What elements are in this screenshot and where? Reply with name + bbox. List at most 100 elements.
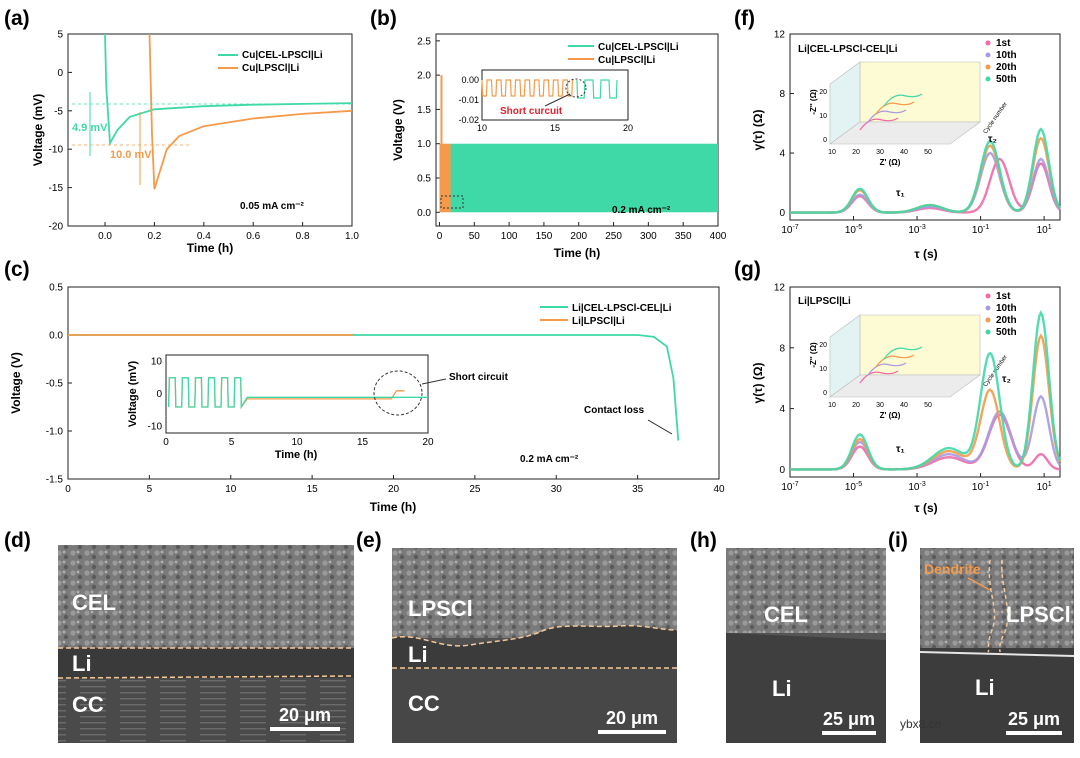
lpscl-layer-i bbox=[920, 548, 1074, 648]
panel-i: (i) Dendrite LPSCl Li 25 μm bbox=[888, 529, 1075, 743]
legend-label-orange-c: Li|LPSCl|Li bbox=[572, 316, 625, 327]
scale-bar-h bbox=[822, 731, 876, 735]
c-y-tick-label: 0.0 bbox=[49, 331, 63, 342]
legend-label-f-0: 1st bbox=[996, 38, 1011, 49]
legend-label-f-3: 50th bbox=[996, 74, 1017, 85]
series-band-b-0 bbox=[449, 143, 718, 213]
g-inset-arc-0 bbox=[859, 370, 899, 384]
a-y-tick-label: -15 bbox=[49, 183, 64, 194]
c-x-tick-label: 20 bbox=[388, 484, 400, 495]
g-inset-x-tick-label: 40 bbox=[900, 402, 908, 409]
plot-frame-b bbox=[435, 33, 719, 227]
f-x-tick-label: 10-7 bbox=[781, 224, 798, 236]
legend-marker-f-2 bbox=[985, 64, 991, 70]
short-arrow-c bbox=[421, 378, 447, 385]
g-inset-x-tick-label: 30 bbox=[876, 402, 884, 409]
c-inset-x-tick-label: 5 bbox=[229, 437, 235, 448]
c-inset-x-tick-label: 10 bbox=[291, 437, 303, 448]
drt-curve-f-3 bbox=[790, 127, 1062, 214]
b-x-tick-label: 200 bbox=[570, 231, 587, 242]
y-axis-label-f: γ(τ) (Ω) bbox=[751, 110, 765, 151]
a-y-tick-label: 5 bbox=[57, 30, 63, 41]
c-inset-y-tick-label: -10 bbox=[148, 422, 163, 433]
li-layer-e bbox=[392, 625, 677, 668]
legend-label-g-1: 10th bbox=[996, 303, 1017, 314]
a-x-tick-label: 0.8 bbox=[296, 231, 310, 242]
label-li-h: Li bbox=[772, 676, 792, 701]
f-x-tick-label: 10-5 bbox=[845, 224, 862, 236]
legend-marker-g-0 bbox=[985, 293, 991, 299]
label-li-i: Li bbox=[975, 675, 995, 700]
c-x-tick-label: 25 bbox=[469, 484, 481, 495]
tick-group-a: 0.0 0.2 0.4 0.6 0.8 1.0 5 0 -5 -10 -15 -20 bbox=[49, 30, 360, 243]
legend-marker-g-3 bbox=[985, 329, 991, 335]
scale-label-e: 20 μm bbox=[606, 708, 658, 728]
g-inset-y-label: -Z'' (Ω) bbox=[809, 342, 818, 368]
interface-bright-i bbox=[919, 651, 1075, 657]
short-arrow-b bbox=[544, 93, 571, 107]
a-y-tick-label: -20 bbox=[49, 222, 64, 233]
b-x-tick-label: 50 bbox=[469, 231, 481, 242]
x-axis-label-b: Time (h) bbox=[554, 246, 600, 260]
f-x-tick-label: 10-3 bbox=[908, 224, 925, 236]
g-inset-arc-2 bbox=[875, 354, 915, 368]
legend-marker-f-3 bbox=[985, 76, 991, 82]
b-inset-y-tick-label: -0.02 bbox=[458, 115, 479, 125]
g-y-tick-label: 8 bbox=[779, 343, 785, 354]
inset-frame-b bbox=[481, 69, 629, 121]
g-inset-arc-1 bbox=[867, 362, 907, 376]
x-axis-label-c: Time (h) bbox=[370, 500, 416, 514]
c-x-tick-label: 35 bbox=[632, 484, 644, 495]
g-x-tick-label: 10-5 bbox=[845, 481, 862, 493]
inset-line-green-b bbox=[576, 79, 618, 99]
f-inset-x-tick-label: 50 bbox=[924, 149, 932, 156]
x-axis-label-a: Time (h) bbox=[187, 241, 233, 255]
f-inset-x-tick-label: 20 bbox=[852, 149, 860, 156]
series-group-g bbox=[790, 310, 1062, 471]
current-density-b: 0.2 mA cm⁻² bbox=[612, 205, 671, 216]
legend-label-green-b: Cu|CEL-LPSCl|Li bbox=[598, 42, 679, 53]
label-lpscl-i: LPSCl bbox=[1006, 602, 1071, 627]
f-inset-z-label: Cycle number bbox=[983, 101, 1009, 135]
f-inset-arc-0 bbox=[859, 117, 899, 131]
scale-bar-i bbox=[1006, 731, 1062, 735]
cc-layer-d bbox=[58, 678, 354, 743]
a-x-tick-label: 1.0 bbox=[345, 231, 359, 242]
g-x-tick-label: 10-7 bbox=[781, 481, 798, 493]
c-y-tick-label: -0.5 bbox=[46, 379, 64, 390]
tick-group-b: 0 50 100 150 200 250 300 350 400 0.0 0.5 1.0 1.5 2.0 2… bbox=[417, 36, 727, 242]
b-x-tick-label: 400 bbox=[710, 231, 727, 242]
legend-marker-g-2 bbox=[985, 317, 991, 323]
g-x-tick-label: 10-1 bbox=[972, 481, 989, 493]
b-x-tick-label: 350 bbox=[675, 231, 692, 242]
tau1-label-f: τ₁ bbox=[896, 188, 905, 199]
b-x-tick-label: 300 bbox=[640, 231, 657, 242]
y-axis-label-g: γ(τ) (Ω) bbox=[751, 363, 765, 404]
f-inset-arc-1 bbox=[867, 109, 907, 123]
a-x-tick-label: 0.6 bbox=[246, 231, 260, 242]
b-y-tick-label: 0.0 bbox=[417, 208, 431, 219]
f-inset-arc-3 bbox=[883, 93, 923, 107]
c-x-tick-label: 5 bbox=[147, 484, 153, 495]
a-x-tick-label: 0.4 bbox=[197, 231, 211, 242]
c-inset-y-tick-label: 0 bbox=[156, 389, 162, 400]
label-lpscl-e: LPSCl bbox=[408, 596, 473, 621]
b-y-tick-label: 1.0 bbox=[417, 139, 431, 150]
c-x-tick-label: 0 bbox=[65, 484, 71, 495]
plot-frame-g bbox=[789, 286, 1061, 478]
zoom-box-b bbox=[440, 195, 464, 209]
series-line-a-1 bbox=[148, 33, 353, 190]
label-dendrite-i: Dendrite bbox=[924, 561, 981, 577]
series-group-f bbox=[790, 127, 1062, 214]
series-group-c bbox=[68, 334, 680, 441]
x-axis-label-f: τ (s) bbox=[914, 247, 937, 261]
tau1-label-g: τ₁ bbox=[896, 444, 905, 455]
legend-marker-f-1 bbox=[985, 52, 991, 58]
b-y-tick-label: 0.5 bbox=[417, 174, 431, 185]
label-cc-d: CC bbox=[72, 692, 104, 717]
scale-label-d: 20 μm bbox=[279, 705, 331, 725]
label-cel-d: CEL bbox=[72, 590, 116, 615]
g-x-tick-label: 101 bbox=[1037, 481, 1052, 493]
